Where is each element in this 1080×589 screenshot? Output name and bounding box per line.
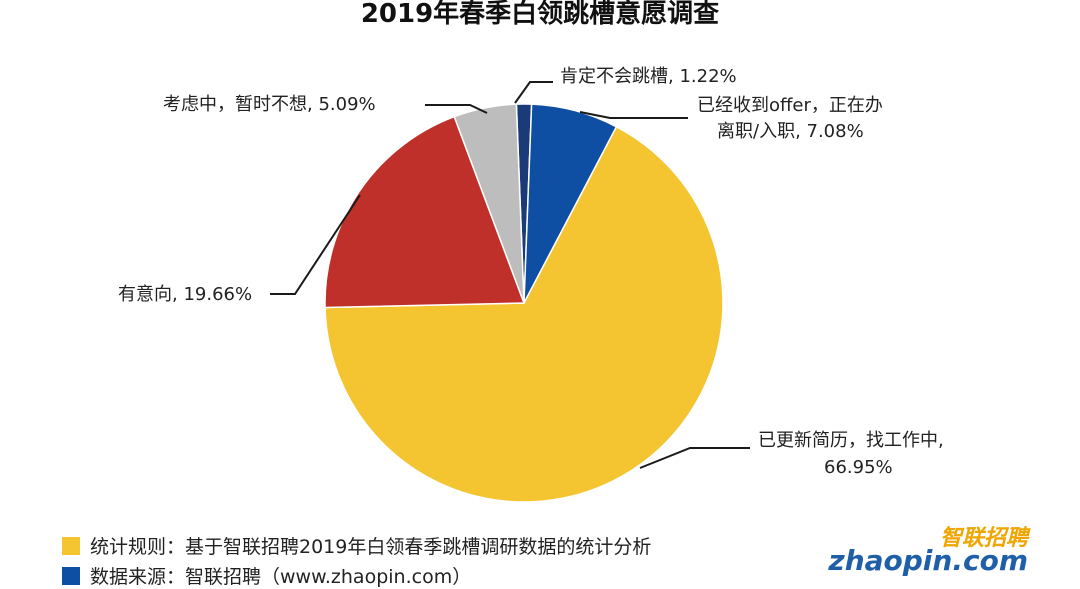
chart-title: 2019年春季白领跳槽意愿调查 [361, 0, 719, 29]
slice-label-s4: 考虑中，暂时不想, 5.09% [163, 94, 376, 115]
footer-source: 数据来源：智联招聘（www.zhaopin.com） [62, 562, 471, 589]
source-text: 数据来源：智联招聘（www.zhaopin.com） [90, 566, 472, 588]
leader-line-s1 [579, 111, 688, 119]
pie-slice-s4 [453, 103, 525, 304]
rule-swatch [62, 536, 80, 555]
leader-line-s3 [270, 194, 361, 295]
source-swatch [62, 566, 80, 585]
pie-slices [324, 103, 724, 503]
pie-slice-s2 [324, 125, 724, 503]
rule-text: 统计规则：基于智联招聘2019年白领春季跳槽调研数据的统计分析 [90, 536, 652, 558]
slice-label-s2-line1: 已更新简历，找工作中, [758, 430, 944, 451]
zhaopin-logo: 智联招聘 zhaopin.com [828, 520, 1036, 580]
slice-label-s1-line2: 离职/入职, 7.08% [717, 121, 864, 142]
leader-line-s2 [639, 447, 750, 469]
footer-rule: 统计规则：基于智联招聘2019年白领春季跳槽调研数据的统计分析 [62, 532, 651, 559]
leader-line-s0 [514, 81, 553, 104]
leader-line-s4 [425, 104, 488, 114]
slice-label-s0: 肯定不会跳槽, 1.22% [560, 66, 737, 87]
pie-slice-s3 [324, 115, 526, 309]
logo-cn-text: 智联招聘 [939, 526, 1028, 551]
slice-label-s1-line1: 已经收到offer，正在办 [697, 95, 883, 116]
slice-label-s3: 有意向, 19.66% [118, 284, 252, 305]
slice-label-s2-line2: 66.95% [824, 457, 893, 478]
logo-en-text: zhaopin.com [828, 544, 1028, 577]
